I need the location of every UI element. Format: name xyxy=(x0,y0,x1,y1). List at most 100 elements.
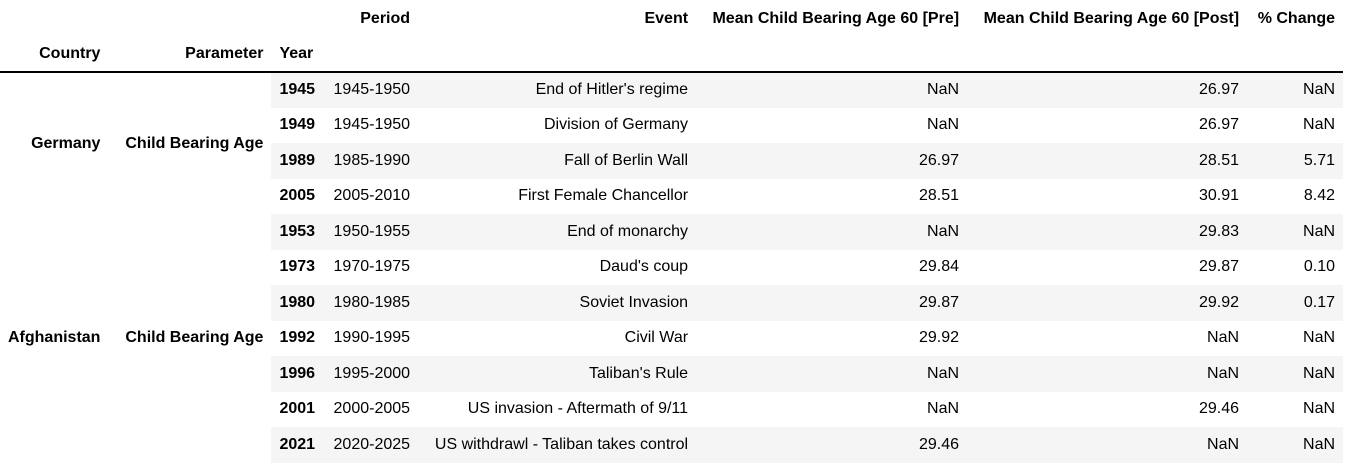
blank-header-cell xyxy=(967,37,1247,72)
column-header-period: Period xyxy=(360,9,411,27)
column-header-row: Period Event Mean Child Bearing Age 60 [… xyxy=(0,0,1343,37)
year-index-cell: 2021 xyxy=(271,427,324,463)
post-value-cell: 26.97 xyxy=(967,72,1248,108)
dataframe-table: Period Event Mean Child Bearing Age 60 [… xyxy=(0,0,1344,463)
table-row: 1980 1980-1985 Soviet Invasion 29.87 29.92 0.… xyxy=(0,285,1344,321)
pre-value-cell: NaN xyxy=(927,116,960,134)
period-cell: 1970-1975 xyxy=(333,258,411,276)
blank-header-cell xyxy=(418,37,696,72)
post-value-cell: 29.83 xyxy=(967,214,1248,250)
change-value-cell: 0.17 xyxy=(1247,285,1344,321)
period-cell: 1990-1995 xyxy=(333,329,411,347)
post-value-cell: NaN xyxy=(967,427,1248,463)
year-index-cell: 1973 xyxy=(279,258,316,276)
change-value-cell: NaN xyxy=(1247,72,1344,108)
event-cell: End of Hitler's regime xyxy=(418,72,697,108)
event-cell: Fall of Berlin Wall xyxy=(418,143,697,179)
pre-value-cell: 26.97 xyxy=(696,143,968,179)
table-row: Afghanistan Child Bearing Age 1953 1950-195… xyxy=(0,214,1344,463)
change-value-cell: NaN xyxy=(1303,329,1336,347)
post-value-cell: 30.91 xyxy=(1199,187,1240,205)
country-index-cell: Afghanistan xyxy=(0,214,109,463)
pre-value-cell: 29.84 xyxy=(919,258,960,276)
change-value-cell: NaN xyxy=(1247,214,1344,250)
index-name-parameter: Parameter xyxy=(185,45,264,62)
pre-value-cell: NaN xyxy=(696,214,968,250)
table-row: 1973 1970-1975 Daud's coup 29.84 29.87 0.10 xyxy=(0,250,1343,286)
table-row: 1949 1945-1950 Division of Germany NaN 26.97… xyxy=(0,108,1343,144)
year-index-cell: 2001 xyxy=(279,400,316,418)
post-value-cell: 29.92 xyxy=(967,285,1248,321)
table-row: 1989 1985-1990 Fall of Berlin Wall 26.97 28.… xyxy=(0,143,1344,179)
pre-value-cell: 29.46 xyxy=(696,427,968,463)
period-cell: 1980-1985 xyxy=(323,285,419,321)
column-header-pre: Mean Child Bearing Age 60 [Pre] xyxy=(712,9,960,27)
year-index-cell: 1953 xyxy=(271,214,324,250)
column-header-post: Mean Child Bearing Age 60 [Post] xyxy=(983,9,1240,27)
table-row: 2001 2000-2005 US invasion - Aftermath of … xyxy=(0,392,1343,428)
country-index-cell: Germany xyxy=(0,72,109,214)
pre-value-cell: NaN xyxy=(696,356,968,392)
post-value-cell: 28.51 xyxy=(967,143,1248,179)
post-value-cell: NaN xyxy=(967,356,1248,392)
period-cell: 1995-2000 xyxy=(323,356,419,392)
change-value-cell: 0.10 xyxy=(1303,258,1336,276)
post-value-cell: NaN xyxy=(1207,329,1240,347)
period-cell: 1950-1955 xyxy=(323,214,419,250)
period-cell: 2020-2025 xyxy=(323,427,419,463)
column-header-event: Event xyxy=(644,9,689,27)
post-value-cell: 29.87 xyxy=(1199,258,1240,276)
blank-header-cell xyxy=(271,0,323,37)
index-name-country: Country xyxy=(39,45,101,62)
table-row: 2005 2005-2010 First Female Chancellor 28.5… xyxy=(0,179,1343,215)
year-index-cell: 1989 xyxy=(271,143,324,179)
index-name-year: Year xyxy=(279,45,314,62)
table-row: 2021 2020-2025 US withdrawl - Taliban take… xyxy=(0,427,1344,463)
year-index-cell: 1992 xyxy=(279,329,316,347)
year-index-cell: 1945 xyxy=(271,72,324,108)
pre-value-cell: 29.92 xyxy=(919,329,960,347)
event-cell: Daud's coup xyxy=(599,258,689,276)
event-cell: Soviet Invasion xyxy=(418,285,697,321)
event-cell: Taliban's Rule xyxy=(418,356,697,392)
event-cell: Division of Germany xyxy=(544,116,689,134)
change-value-cell: 8.42 xyxy=(1303,187,1336,205)
year-index-cell: 2005 xyxy=(279,187,316,205)
pre-value-cell: 28.51 xyxy=(919,187,960,205)
parameter-index-cell: Child Bearing Age xyxy=(108,72,272,214)
period-cell: 1945-1950 xyxy=(323,72,419,108)
post-value-cell: 29.46 xyxy=(1199,400,1240,418)
event-cell: End of monarchy xyxy=(418,214,697,250)
pre-value-cell: NaN xyxy=(927,400,960,418)
year-index-cell: 1996 xyxy=(271,356,324,392)
year-index-cell: 1980 xyxy=(271,285,324,321)
event-cell: Civil War xyxy=(624,329,689,347)
post-value-cell: 26.97 xyxy=(1199,116,1240,134)
pre-value-cell: NaN xyxy=(696,72,968,108)
column-header-change: % Change xyxy=(1257,9,1336,27)
period-cell: 1945-1950 xyxy=(333,116,411,134)
change-value-cell: NaN xyxy=(1303,116,1336,134)
event-cell: First Female Chancellor xyxy=(518,187,689,205)
change-value-cell: NaN xyxy=(1247,427,1344,463)
period-cell: 1985-1990 xyxy=(323,143,419,179)
table-header: Period Event Mean Child Bearing Age 60 [… xyxy=(0,0,1344,72)
event-cell: US invasion - Aftermath of 9/11 xyxy=(467,400,689,418)
parameter-index-cell: Child Bearing Age xyxy=(108,214,272,463)
table-body: Germany Child Bearing Age 1945 1945-1950 End… xyxy=(0,72,1344,463)
blank-header-cell xyxy=(696,37,967,72)
table-row: Germany Child Bearing Age 1945 1945-1950 End… xyxy=(0,72,1344,214)
blank-header-cell xyxy=(1247,37,1343,72)
change-value-cell: 5.71 xyxy=(1247,143,1344,179)
table-row: 1996 1995-2000 Taliban's Rule NaN NaN NaN xyxy=(0,356,1344,392)
change-value-cell: NaN xyxy=(1247,356,1344,392)
year-index-cell: 1949 xyxy=(279,116,316,134)
blank-header-cell xyxy=(323,37,418,72)
blank-header-cell xyxy=(108,0,271,37)
index-name-row: Country Parameter Year xyxy=(0,37,1344,72)
event-cell: US withdrawl - Taliban takes control xyxy=(418,427,697,463)
period-cell: 2000-2005 xyxy=(333,400,411,418)
blank-header-cell xyxy=(0,0,108,37)
change-value-cell: NaN xyxy=(1303,400,1336,418)
period-cell: 2005-2010 xyxy=(333,187,411,205)
